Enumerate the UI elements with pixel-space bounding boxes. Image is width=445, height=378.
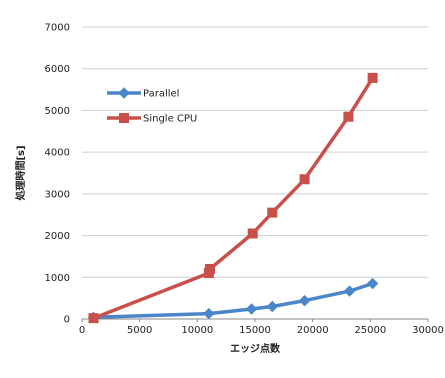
y-tick-label: 2000 (45, 231, 70, 242)
axis-layer: 0 1000 2000 3000 4000 5000 6000 7000 0 5000 10000 1… (45, 23, 444, 337)
data-point-single-cpu (88, 313, 99, 324)
legend-label-parallel: Parallel (143, 89, 179, 100)
y-tick-label: 5000 (45, 106, 70, 117)
data-point-single-cpu (367, 72, 378, 83)
y-tick-label: 0 (64, 315, 70, 326)
x-tick-label: 20000 (297, 325, 329, 336)
legend-marker-parallel (118, 87, 130, 99)
data-point-single-cpu (267, 207, 278, 218)
y-axis-title: 処理時間[s] (14, 145, 27, 201)
series-single-cpu (88, 72, 378, 324)
x-tick-label: 30000 (412, 325, 444, 336)
data-point-single-cpu (299, 174, 310, 185)
data-point-parallel (245, 303, 258, 315)
y-tick-label: 7000 (45, 23, 70, 34)
data-point-parallel (266, 300, 279, 313)
data-point-parallel (343, 285, 356, 297)
data-point-single-cpu (343, 111, 354, 122)
legend: Parallel Single CPU (107, 87, 197, 125)
x-tick-label: 25000 (354, 325, 386, 336)
y-tick-label: 3000 (45, 189, 70, 200)
x-axis-title: エッジ点数 (230, 342, 281, 355)
x-tick-label: 5000 (127, 325, 152, 336)
data-point-parallel (203, 307, 215, 320)
data-point-single-cpu (205, 263, 216, 274)
y-tick-label: 6000 (45, 64, 70, 75)
data-point-single-cpu (247, 228, 258, 239)
legend-marker-single-cpu (119, 113, 129, 123)
series-layer (87, 72, 379, 324)
x-tick-label: 0 (79, 325, 85, 336)
data-point-parallel (366, 277, 379, 290)
legend-label-single-cpu: Single CPU (143, 114, 197, 125)
y-tick-label: 1000 (45, 273, 70, 284)
data-point-parallel (298, 294, 311, 307)
x-tick-label: 15000 (239, 325, 271, 336)
x-tick-label: 10000 (181, 325, 213, 336)
y-tick-label: 4000 (45, 148, 70, 159)
